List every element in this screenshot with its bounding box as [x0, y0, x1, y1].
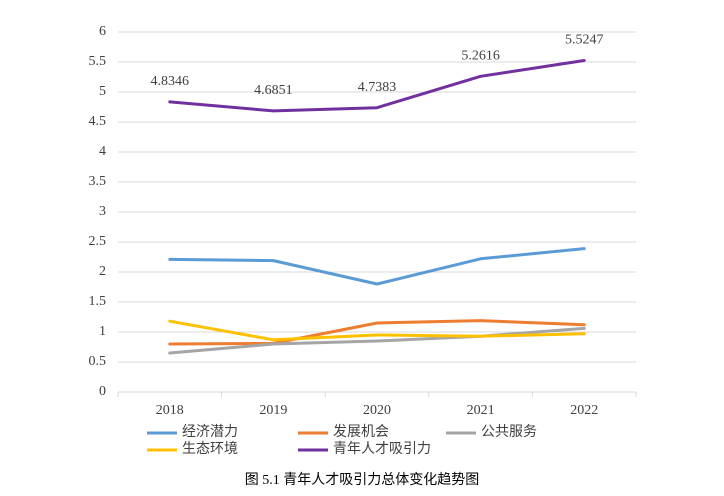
- legend-label: 生态环境: [182, 441, 238, 457]
- x-tick-label: 2019: [259, 403, 287, 418]
- data-label: 4.6851: [254, 83, 293, 98]
- y-tick-label: 2.5: [89, 234, 107, 249]
- chart-caption: 图 5.1 青年人才吸引力总体变化趋势图: [245, 472, 480, 488]
- y-tick-label: 6: [99, 24, 106, 39]
- legend-label: 经济潜力: [182, 424, 238, 440]
- y-tick-label: 1: [99, 324, 106, 339]
- series-line: [168, 247, 586, 286]
- y-tick-label: 4.5: [89, 114, 107, 129]
- data-label: 4.8346: [151, 74, 190, 89]
- data-label: 5.5247: [565, 33, 604, 48]
- x-tick-label: 2022: [570, 403, 598, 418]
- data-label: 4.7383: [358, 80, 397, 95]
- legend-label: 青年人才吸引力: [333, 441, 431, 457]
- series-line: [168, 59, 586, 113]
- y-tick-label: 4: [99, 144, 106, 159]
- x-tick-label: 2018: [156, 403, 184, 418]
- data-label: 5.2616: [461, 49, 500, 64]
- y-tick-label: 5: [99, 84, 106, 99]
- legend-label: 发展机会: [333, 424, 389, 440]
- y-tick-label: 0: [99, 384, 106, 399]
- y-tick-label: 2: [99, 264, 106, 279]
- x-tick-label: 2021: [467, 403, 495, 418]
- x-tick-label: 2020: [363, 403, 391, 418]
- series-line: [168, 326, 586, 355]
- y-tick-label: 1.5: [89, 294, 107, 309]
- series-line: [168, 319, 586, 346]
- legend-label: 公共服务: [481, 424, 537, 440]
- series-line: [168, 319, 586, 342]
- y-tick-label: 0.5: [89, 354, 107, 369]
- y-tick-label: 3: [99, 204, 106, 219]
- y-tick-label: 3.5: [89, 174, 107, 189]
- y-tick-label: 5.5: [89, 54, 107, 69]
